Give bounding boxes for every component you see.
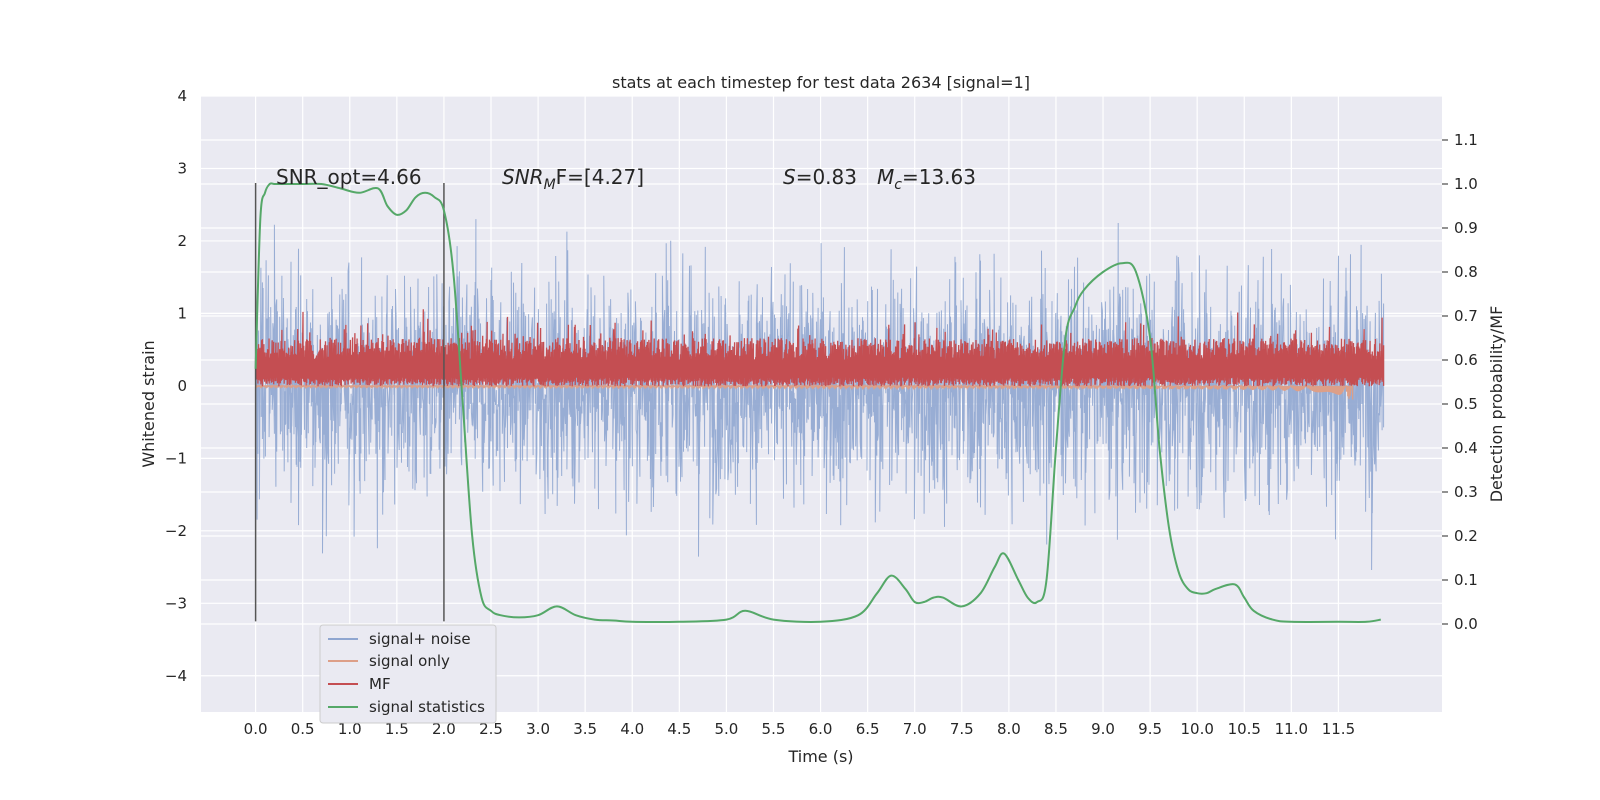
- x-tick-label: 4.5: [667, 720, 691, 738]
- x-tick-label: 8.0: [997, 720, 1021, 738]
- y-left-tick-label: −2: [165, 522, 187, 540]
- x-tick-labels: 0.0 0.5 1.0 1.5 2.0 2.5 3.0 3.5 4.0 4.5 5.0 5.5 6.0 6…: [244, 720, 1355, 738]
- x-tick-label: 5.5: [762, 720, 786, 738]
- x-tick-label: 10.0: [1180, 720, 1213, 738]
- signal-only-series: [255, 383, 1354, 400]
- y-right-tick-label: 0.7: [1454, 307, 1478, 325]
- y-left-tick-label: 3: [177, 159, 187, 177]
- x-tick-label: 4.0: [620, 720, 644, 738]
- legend-label-noise: signal+ noise: [369, 630, 471, 648]
- x-tick-label: 1.0: [338, 720, 362, 738]
- y-right-tick-label: 1.0: [1454, 175, 1478, 193]
- y-right-tick-label: 0.1: [1454, 571, 1478, 589]
- x-tick-label: 3.0: [526, 720, 550, 738]
- y-right-tick-label: 1.1: [1454, 131, 1478, 149]
- x-tick-label: 2.0: [432, 720, 456, 738]
- legend-label-signal: signal only: [369, 652, 450, 670]
- y-right-tick-label: 0.2: [1454, 527, 1478, 545]
- annotation-snr-opt: SNR_opt=4.66: [276, 165, 422, 189]
- x-tick-label: 7.5: [950, 720, 974, 738]
- x-axis-label: Time (s): [787, 747, 853, 766]
- y-right-tick-label: 0.8: [1454, 263, 1478, 281]
- x-tick-label: 6.0: [809, 720, 833, 738]
- legend-box: [319, 624, 497, 724]
- y-left-tick-label: 2: [177, 232, 187, 250]
- x-tick-label: 11.0: [1275, 720, 1308, 738]
- y-left-tick-label: −1: [165, 449, 187, 467]
- window-markers: [254, 182, 445, 622]
- x-tick-label: 9.0: [1091, 720, 1115, 738]
- y-right-tick-label: 0.0: [1454, 615, 1478, 633]
- y-left-tick-label: 4: [177, 87, 187, 105]
- y-left-tick-label: −4: [165, 667, 187, 685]
- y-left-tick-label: −3: [165, 594, 187, 612]
- y-right-tick-label: 0.6: [1454, 351, 1478, 369]
- signal-statistics-series: [254, 182, 1381, 624]
- y-right-tick-labels: 1.1 1.0 0.9 0.8 0.7 0.6 0.5 0.4 0.3 0.2 0.1 0.0: [1442, 131, 1478, 633]
- x-tick-label: 0.5: [291, 720, 315, 738]
- chart-title: stats at each timestep for test data 263…: [612, 73, 1030, 92]
- annotation-mc: Mc=13.63: [877, 165, 976, 193]
- y-left-tick-label: 1: [177, 304, 187, 322]
- annotation-snr-mf: SNRMF=[4.27]: [502, 165, 644, 193]
- x-tick-label: 0.0: [244, 720, 268, 738]
- y-left-axis-label: Whitened strain: [139, 340, 158, 467]
- y-right-tick-label: 0.5: [1454, 395, 1478, 413]
- y-right-tick-label: 0.3: [1454, 483, 1478, 501]
- x-tick-label: 6.5: [856, 720, 880, 738]
- x-tick-label: 8.5: [1044, 720, 1068, 738]
- x-tick-label: 3.5: [573, 720, 597, 738]
- x-tick-label: 7.0: [903, 720, 927, 738]
- annotation-s: S=0.83: [783, 165, 857, 189]
- signal-statistics-line: [254, 182, 1381, 624]
- y-right-tick-label: 0.9: [1454, 219, 1478, 237]
- y-left-tick-label: 0: [177, 377, 187, 395]
- x-tick-label: 1.5: [385, 720, 409, 738]
- x-tick-label: 10.5: [1228, 720, 1261, 738]
- y-left-tick-labels: 4 3 2 1 0 −1 −2 −3 −4: [165, 87, 187, 685]
- x-tick-label: 9.5: [1138, 720, 1162, 738]
- y-right-axis-label: Detection probability/MF: [1487, 306, 1506, 503]
- y-right-tick-label: 0.4: [1454, 439, 1478, 457]
- signal-only-trace: [255, 383, 1354, 400]
- x-tick-label: 2.5: [479, 720, 503, 738]
- legend-label-mf: MF: [369, 675, 391, 693]
- x-tick-label: 11.5: [1322, 720, 1355, 738]
- legend-label-stats: signal statistics: [369, 698, 485, 716]
- legend: signal+ noise signal only MF signal stat…: [319, 624, 497, 724]
- x-tick-label: 5.0: [714, 720, 738, 738]
